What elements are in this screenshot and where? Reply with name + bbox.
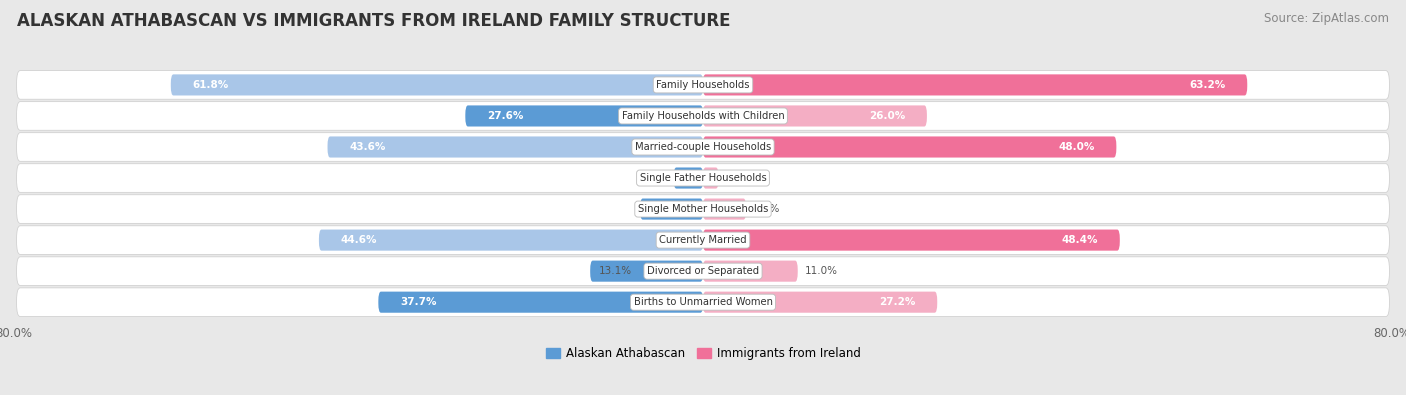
FancyBboxPatch shape: [17, 288, 1389, 316]
FancyBboxPatch shape: [703, 105, 927, 126]
Text: 11.0%: 11.0%: [804, 266, 838, 276]
FancyBboxPatch shape: [703, 261, 797, 282]
FancyBboxPatch shape: [703, 136, 1116, 158]
Text: 48.0%: 48.0%: [1059, 142, 1095, 152]
FancyBboxPatch shape: [17, 102, 1389, 130]
Text: 63.2%: 63.2%: [1189, 80, 1226, 90]
Text: Married-couple Households: Married-couple Households: [636, 142, 770, 152]
Text: Single Father Households: Single Father Households: [640, 173, 766, 183]
Text: 61.8%: 61.8%: [193, 80, 229, 90]
Text: 26.0%: 26.0%: [869, 111, 905, 121]
FancyBboxPatch shape: [17, 257, 1389, 286]
Text: 5.0%: 5.0%: [754, 204, 779, 214]
FancyBboxPatch shape: [703, 167, 718, 188]
FancyBboxPatch shape: [17, 164, 1389, 192]
FancyBboxPatch shape: [378, 292, 703, 313]
FancyBboxPatch shape: [328, 136, 703, 158]
FancyBboxPatch shape: [703, 292, 938, 313]
Text: Divorced or Separated: Divorced or Separated: [647, 266, 759, 276]
Text: 27.2%: 27.2%: [879, 297, 915, 307]
Text: 1.8%: 1.8%: [725, 173, 752, 183]
Text: Births to Unmarried Women: Births to Unmarried Women: [634, 297, 772, 307]
FancyBboxPatch shape: [17, 195, 1389, 223]
FancyBboxPatch shape: [673, 167, 703, 188]
FancyBboxPatch shape: [591, 261, 703, 282]
Text: 48.4%: 48.4%: [1062, 235, 1098, 245]
Text: Source: ZipAtlas.com: Source: ZipAtlas.com: [1264, 12, 1389, 25]
Text: 13.1%: 13.1%: [599, 266, 631, 276]
FancyBboxPatch shape: [170, 74, 703, 96]
Text: 7.3%: 7.3%: [648, 204, 675, 214]
FancyBboxPatch shape: [640, 199, 703, 220]
Text: 3.4%: 3.4%: [682, 173, 709, 183]
Text: Family Households with Children: Family Households with Children: [621, 111, 785, 121]
FancyBboxPatch shape: [319, 229, 703, 251]
Text: 43.6%: 43.6%: [349, 142, 385, 152]
FancyBboxPatch shape: [703, 74, 1247, 96]
FancyBboxPatch shape: [465, 105, 703, 126]
Text: Currently Married: Currently Married: [659, 235, 747, 245]
Text: Single Mother Households: Single Mother Households: [638, 204, 768, 214]
Legend: Alaskan Athabascan, Immigrants from Ireland: Alaskan Athabascan, Immigrants from Irel…: [541, 342, 865, 365]
FancyBboxPatch shape: [17, 226, 1389, 254]
Text: 27.6%: 27.6%: [486, 111, 523, 121]
Text: 44.6%: 44.6%: [340, 235, 377, 245]
Text: 37.7%: 37.7%: [399, 297, 436, 307]
FancyBboxPatch shape: [17, 71, 1389, 99]
FancyBboxPatch shape: [703, 229, 1119, 251]
FancyBboxPatch shape: [703, 199, 747, 220]
FancyBboxPatch shape: [17, 133, 1389, 161]
Text: ALASKAN ATHABASCAN VS IMMIGRANTS FROM IRELAND FAMILY STRUCTURE: ALASKAN ATHABASCAN VS IMMIGRANTS FROM IR…: [17, 12, 730, 30]
Text: Family Households: Family Households: [657, 80, 749, 90]
